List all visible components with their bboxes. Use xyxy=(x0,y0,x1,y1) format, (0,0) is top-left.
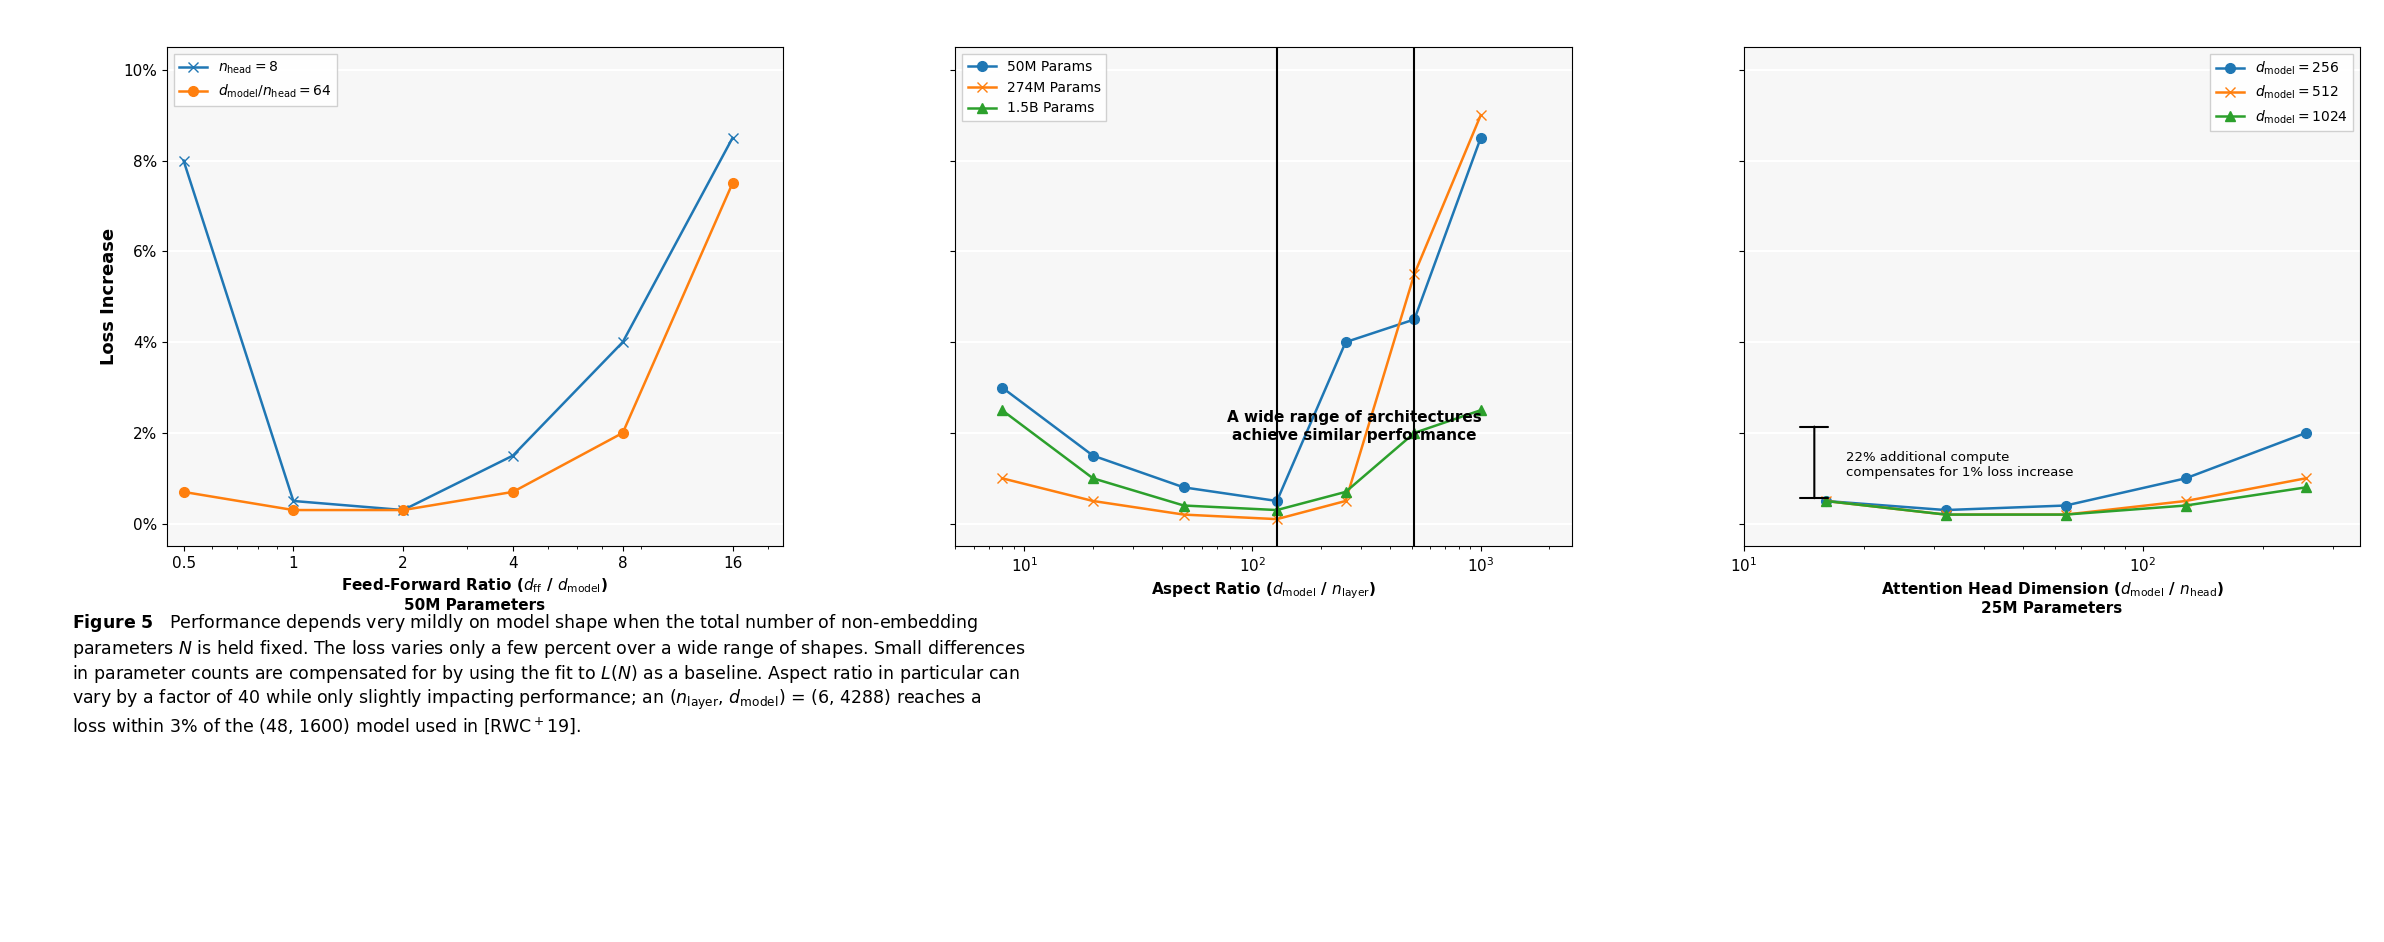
X-axis label: Attention Head Dimension ($\mathit{d}_\mathrm{model}$ / $n_\mathrm{head}$)
25M P: Attention Head Dimension ($\mathit{d}_\m… xyxy=(1881,580,2224,616)
Text: $\bf{Figure\ 5}$   Performance depends very mildly on model shape when the total: $\bf{Figure\ 5}$ Performance depends ver… xyxy=(72,612,1025,737)
Text: A wide range of architectures
achieve similar performance: A wide range of architectures achieve si… xyxy=(1228,410,1483,443)
X-axis label: Aspect Ratio ($\mathit{d}_\mathrm{model}$ / $\mathit{n}_\mathrm{layer}$): Aspect Ratio ($\mathit{d}_\mathrm{model}… xyxy=(1151,580,1376,601)
Legend: $d_\mathrm{model} = 256$, $d_\mathrm{model} = 512$, $d_\mathrm{model} = 1024$: $d_\mathrm{model} = 256$, $d_\mathrm{mod… xyxy=(2210,54,2353,131)
Text: 22% additional compute
compensates for 1% loss increase: 22% additional compute compensates for 1… xyxy=(1845,450,2074,479)
Legend: 50M Params, 274M Params, 1.5B Params: 50M Params, 274M Params, 1.5B Params xyxy=(963,54,1106,121)
X-axis label: Feed-Forward Ratio ($\mathit{d}_\mathrm{ff}$ / $\mathit{d}_\mathrm{model}$)
50M : Feed-Forward Ratio ($\mathit{d}_\mathrm{… xyxy=(341,577,608,612)
Legend: $n_\mathrm{head} = 8$, $d_\mathrm{model}/n_\mathrm{head} = 64$: $n_\mathrm{head} = 8$, $d_\mathrm{model}… xyxy=(174,54,336,106)
Y-axis label: Loss Increase: Loss Increase xyxy=(100,228,117,365)
